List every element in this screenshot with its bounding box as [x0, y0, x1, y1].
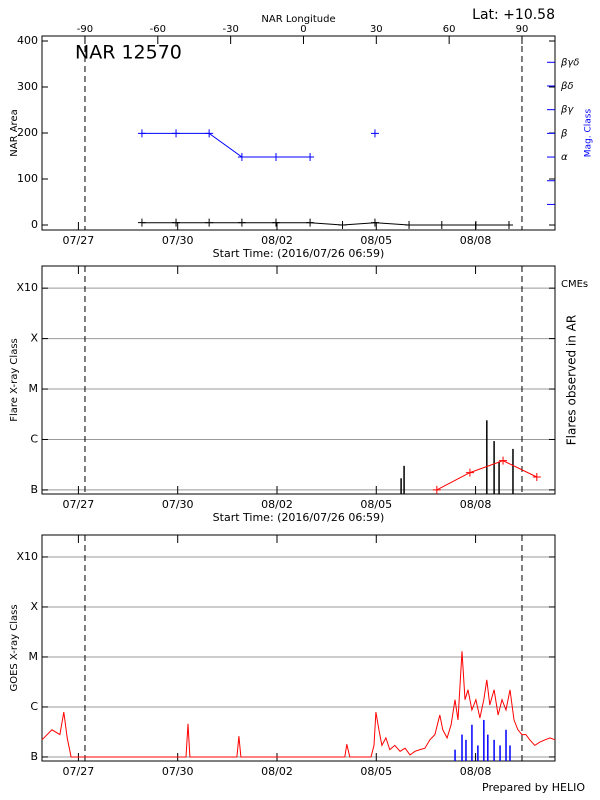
y-tick-label: B	[30, 483, 38, 496]
x2-axis-title: NAR Longitude	[261, 14, 335, 25]
y-axis-title: GOES X-ray Class	[9, 604, 20, 691]
point-marker	[338, 220, 347, 229]
y-tick-label: 400	[17, 34, 38, 47]
x-axis-title: Start Time: (2016/07/26 06:59)	[213, 511, 385, 524]
point-marker	[172, 218, 181, 227]
point-marker	[370, 129, 379, 138]
x-tick-label: 08/08	[460, 234, 492, 247]
x2-tick-label: 30	[370, 24, 383, 35]
x-tick-label: 08/02	[261, 234, 293, 247]
point-marker	[504, 220, 513, 229]
y-axis-title: NAR Area	[9, 109, 20, 156]
x2-tick-label: 60	[443, 24, 456, 35]
y-tick-label: X	[30, 332, 38, 345]
point-marker	[306, 218, 315, 227]
point-marker	[237, 218, 246, 227]
point-marker	[237, 153, 246, 162]
x-tick-label: 08/02	[261, 765, 293, 778]
series-line	[41, 651, 556, 758]
series-line	[436, 460, 538, 491]
y-axis-title: Flare X-ray Class	[9, 338, 20, 422]
x2-tick-label: -90	[77, 24, 93, 35]
x-tick-label: 07/27	[63, 765, 95, 778]
y-tick-label: C	[30, 432, 38, 445]
x2-tick-label: 0	[300, 24, 306, 35]
x-tick-label: 07/27	[63, 498, 95, 511]
y2-tick-label: β	[560, 128, 568, 139]
y2-axis-title: Flares observed in AR	[565, 315, 579, 445]
y-tick-label: B	[30, 750, 38, 763]
x-tick-label: 08/05	[360, 234, 392, 247]
x-tick-label: 08/05	[360, 498, 392, 511]
y2-tick-label: βγ	[560, 105, 574, 116]
x-tick-label: 07/30	[162, 765, 194, 778]
y-tick-label: X	[30, 600, 38, 613]
y2-tick-label: βδ	[560, 81, 574, 92]
y2-tick-label: βγδ	[560, 57, 579, 68]
point-marker	[532, 473, 541, 482]
y-tick-label: 200	[17, 126, 38, 139]
y-tick-label: M	[29, 382, 39, 395]
series-line	[142, 222, 509, 226]
y2-tick-label: α	[561, 152, 568, 163]
plot-frame	[41, 265, 556, 495]
point-marker	[499, 456, 508, 465]
point-marker	[471, 220, 480, 229]
x-tick-label: 08/08	[460, 498, 492, 511]
footer: Prepared by HELIO	[482, 781, 585, 794]
y2-axis-title: Mag. Class	[584, 108, 594, 157]
plot-frame	[41, 534, 556, 762]
point-marker	[137, 218, 146, 227]
point-marker	[437, 220, 446, 229]
x-axis-title: Start Time: (2016/07/26 06:59)	[213, 247, 385, 260]
plot-frame	[41, 35, 556, 231]
y-tick-label: M	[29, 650, 39, 663]
series-line	[142, 133, 375, 157]
point-marker	[465, 468, 474, 477]
point-marker	[271, 153, 280, 162]
x-tick-label: 07/30	[162, 234, 194, 247]
point-marker	[137, 129, 146, 138]
x-tick-label: 07/27	[63, 234, 95, 247]
y-tick-label: C	[30, 700, 38, 713]
y-tick-label: X10	[16, 281, 38, 294]
y-tick-label: 0	[31, 218, 38, 231]
series-label: CMEs	[561, 279, 588, 290]
point-marker	[405, 220, 414, 229]
y-tick-label: 300	[17, 80, 38, 93]
x-tick-label: 08/08	[460, 765, 492, 778]
point-marker	[306, 153, 315, 162]
point-marker	[205, 218, 214, 227]
x-tick-label: 08/02	[261, 498, 293, 511]
x2-tick-label: -30	[222, 24, 238, 35]
y-tick-label: 100	[17, 172, 38, 185]
latitude-label: Lat: +10.58	[472, 7, 555, 23]
panel-title: NAR 12570	[75, 42, 182, 64]
x2-tick-label: -60	[150, 24, 166, 35]
point-marker	[432, 485, 441, 494]
x-tick-label: 08/05	[360, 765, 392, 778]
point-marker	[172, 129, 181, 138]
x-tick-label: 07/30	[162, 498, 194, 511]
point-marker	[205, 129, 214, 138]
point-marker	[271, 218, 280, 227]
point-marker	[370, 218, 379, 227]
x2-tick-label: 90	[516, 24, 529, 35]
y-tick-label: X10	[16, 550, 38, 563]
